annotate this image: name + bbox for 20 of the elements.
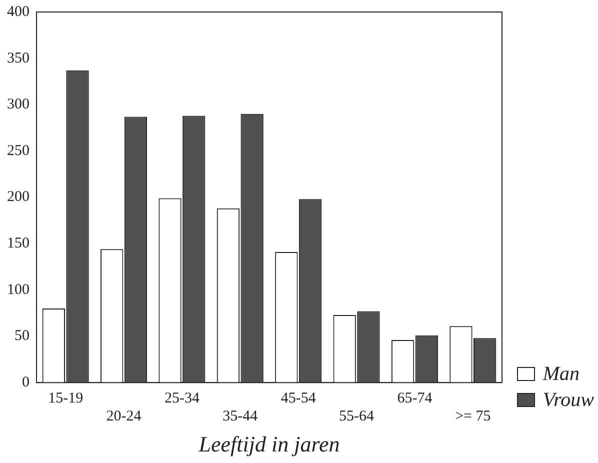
y-tick-label: 0 bbox=[22, 374, 30, 391]
x-tick-label: >= 75 bbox=[455, 408, 491, 425]
y-tick-label: 300 bbox=[7, 96, 30, 113]
y-tick-label: 50 bbox=[14, 328, 30, 344]
x-tick-label: 35-44 bbox=[222, 408, 258, 425]
x-tick-label: 55-64 bbox=[339, 408, 375, 425]
y-tick-label: 100 bbox=[7, 282, 30, 298]
x-tick-label: 65-74 bbox=[397, 390, 433, 407]
y-tick-label: 400 bbox=[7, 4, 30, 20]
x-tick-label: 25-34 bbox=[164, 390, 200, 407]
text: Man bbox=[542, 363, 580, 385]
y-tick-label: 250 bbox=[7, 142, 30, 159]
y-tick-label: 150 bbox=[7, 236, 30, 252]
y-tick-label: 200 bbox=[7, 189, 30, 206]
x-tick-label: 15-19 bbox=[48, 390, 84, 407]
y-tick-label: 350 bbox=[7, 50, 30, 66]
x-tick-label: 20-24 bbox=[106, 408, 142, 425]
x-axis-title: Leeftijd in jaren bbox=[198, 432, 340, 457]
legend-label: Vrouw bbox=[542, 389, 594, 411]
x-tick-label: 45-54 bbox=[280, 390, 316, 407]
